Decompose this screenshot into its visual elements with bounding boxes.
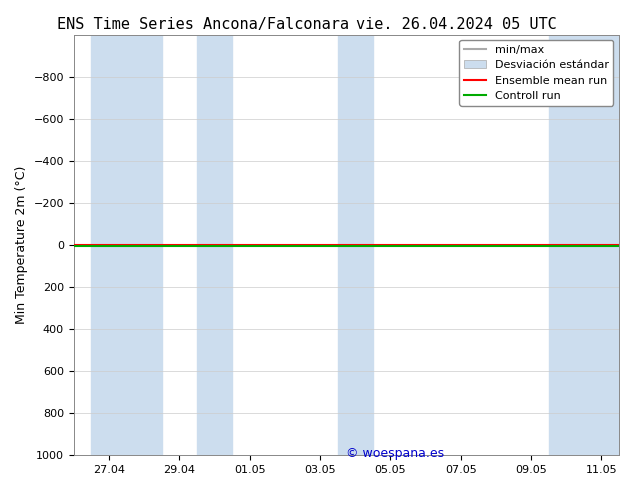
Text: vie. 26.04.2024 05 UTC: vie. 26.04.2024 05 UTC (356, 17, 557, 32)
Bar (197, 35, 232, 455)
Bar (548, 35, 619, 455)
Text: © woespana.es: © woespana.es (346, 447, 444, 460)
Bar (337, 35, 373, 455)
Y-axis label: Min Temperature 2m (°C): Min Temperature 2m (°C) (15, 166, 28, 324)
Legend: min/max, Desviación estándar, Ensemble mean run, Controll run: min/max, Desviación estándar, Ensemble m… (460, 40, 614, 106)
Text: ENS Time Series Ancona/Falconara: ENS Time Series Ancona/Falconara (57, 17, 349, 32)
Bar (91, 35, 162, 455)
